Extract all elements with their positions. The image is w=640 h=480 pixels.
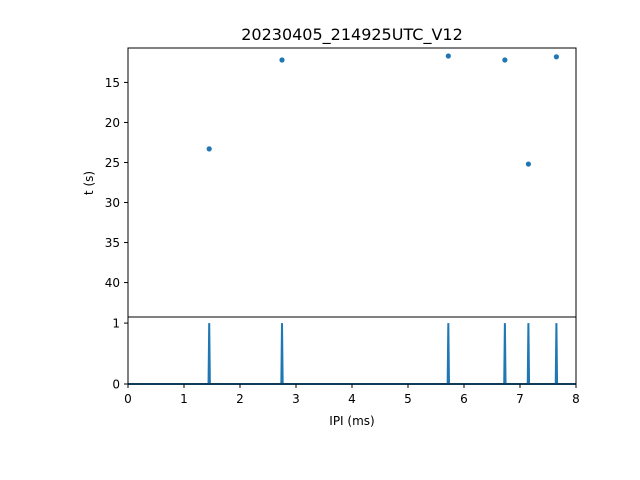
scatter-points bbox=[206, 53, 560, 167]
scatter-point bbox=[279, 57, 285, 63]
y-tick-label: 15 bbox=[105, 76, 120, 90]
y-tick-label: 25 bbox=[105, 156, 120, 170]
y-tick-label: 40 bbox=[105, 276, 120, 290]
x-tick-label: 3 bbox=[292, 392, 300, 406]
x-tick-label: 6 bbox=[460, 392, 468, 406]
x-tick-label: 7 bbox=[516, 392, 524, 406]
scatter-point bbox=[445, 53, 451, 59]
spike-panel-frame bbox=[127, 316, 577, 385]
x-tick-label: 1 bbox=[180, 392, 188, 406]
spike-y-axis-ticks: 01 bbox=[112, 317, 128, 392]
scatter-point bbox=[502, 57, 508, 63]
spike-y-tick-label: 0 bbox=[112, 378, 120, 392]
scatter-point bbox=[206, 146, 212, 152]
x-tick-label: 4 bbox=[348, 392, 356, 406]
y-axis-ticks: 15 20 25 30 35 40 bbox=[105, 76, 128, 290]
x-tick-label: 5 bbox=[404, 392, 412, 406]
x-axis-ticks: 0 1 2 3 4 5 6 7 8 bbox=[124, 384, 580, 406]
x-axis-label: IPI (ms) bbox=[329, 414, 374, 428]
x-tick-label: 8 bbox=[572, 392, 580, 406]
x-tick-label: 0 bbox=[124, 392, 132, 406]
spike-y-tick-label: 1 bbox=[112, 317, 120, 331]
chart-title: 20230405_214925UTC_V12 bbox=[241, 25, 463, 45]
y-tick-label: 35 bbox=[105, 236, 120, 250]
y-tick-label: 20 bbox=[105, 116, 120, 130]
scatter-point bbox=[525, 161, 532, 167]
scatter-panel: 15 20 25 30 35 40 bbox=[105, 47, 577, 318]
y-tick-label: 30 bbox=[105, 196, 120, 210]
scatter-point bbox=[553, 54, 560, 60]
y-axis-label: t (s) bbox=[82, 171, 96, 195]
x-tick-label: 2 bbox=[236, 392, 244, 406]
